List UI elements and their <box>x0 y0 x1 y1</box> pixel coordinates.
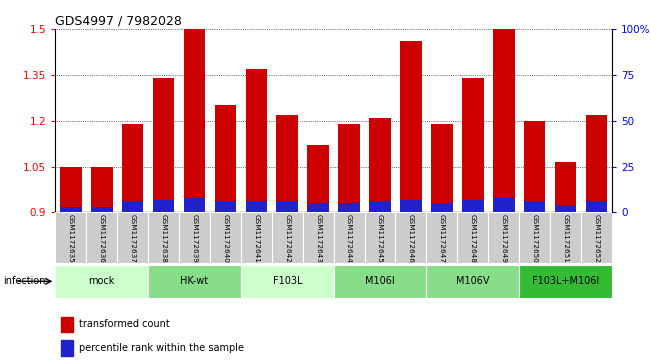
Bar <box>524 201 546 212</box>
Text: GSM1172641: GSM1172641 <box>253 215 259 263</box>
Text: GSM1172635: GSM1172635 <box>68 215 74 263</box>
Bar <box>245 69 267 212</box>
Bar <box>148 212 179 263</box>
Text: percentile rank within the sample: percentile rank within the sample <box>79 343 243 353</box>
Bar <box>148 265 241 298</box>
Bar <box>215 201 236 212</box>
Bar <box>307 145 329 212</box>
Bar <box>519 212 550 263</box>
Text: transformed count: transformed count <box>79 319 169 330</box>
Bar <box>524 121 546 212</box>
Bar <box>55 265 148 298</box>
Bar <box>122 124 143 212</box>
Bar <box>339 124 360 212</box>
Text: GSM1172640: GSM1172640 <box>223 215 229 263</box>
Bar <box>122 201 143 212</box>
Bar <box>153 200 174 212</box>
Bar <box>55 212 86 263</box>
Bar <box>555 205 576 212</box>
Bar <box>215 105 236 212</box>
Bar <box>86 212 117 263</box>
Bar <box>519 265 612 298</box>
Bar <box>241 212 271 263</box>
Bar <box>245 201 267 212</box>
Bar <box>555 162 576 212</box>
Bar <box>550 212 581 263</box>
Text: F103L+M106I: F103L+M106I <box>532 276 599 286</box>
Text: GDS4997 / 7982028: GDS4997 / 7982028 <box>55 15 182 28</box>
Bar <box>333 212 365 263</box>
Bar <box>153 78 174 212</box>
Bar <box>369 201 391 212</box>
Text: GSM1172643: GSM1172643 <box>315 215 321 263</box>
Bar <box>307 203 329 212</box>
Bar <box>365 212 395 263</box>
Bar <box>91 207 113 212</box>
Bar <box>586 201 607 212</box>
Text: M106I: M106I <box>365 276 395 286</box>
Bar <box>117 212 148 263</box>
Text: HK-wt: HK-wt <box>180 276 208 286</box>
Bar <box>426 212 457 263</box>
Bar <box>61 340 73 356</box>
Text: infection: infection <box>3 276 46 286</box>
Bar <box>184 198 205 212</box>
Bar <box>462 78 484 212</box>
Bar <box>586 115 607 212</box>
Text: GSM1172648: GSM1172648 <box>470 215 476 263</box>
Bar <box>333 265 426 298</box>
Bar <box>210 212 241 263</box>
Bar <box>271 212 303 263</box>
Text: GSM1172637: GSM1172637 <box>130 215 135 263</box>
Bar <box>431 203 452 212</box>
Bar <box>369 118 391 212</box>
Bar <box>184 29 205 212</box>
Text: GSM1172647: GSM1172647 <box>439 215 445 263</box>
Text: M106V: M106V <box>456 276 490 286</box>
Text: GSM1172649: GSM1172649 <box>501 215 506 263</box>
Bar <box>61 317 73 332</box>
Bar <box>60 207 81 212</box>
Text: GSM1172650: GSM1172650 <box>532 215 538 263</box>
Bar <box>431 124 452 212</box>
Bar <box>488 212 519 263</box>
Bar <box>303 212 333 263</box>
Bar <box>462 200 484 212</box>
Text: GSM1172646: GSM1172646 <box>408 215 414 263</box>
Text: GSM1172639: GSM1172639 <box>191 215 197 263</box>
Bar <box>493 198 514 212</box>
Text: GSM1172644: GSM1172644 <box>346 215 352 263</box>
Text: GSM1172651: GSM1172651 <box>562 215 568 263</box>
Bar <box>426 265 519 298</box>
Text: GSM1172652: GSM1172652 <box>594 215 600 263</box>
Bar <box>581 212 612 263</box>
Bar <box>60 167 81 212</box>
Bar <box>241 265 333 298</box>
Text: GSM1172645: GSM1172645 <box>377 215 383 263</box>
Bar <box>277 115 298 212</box>
Text: GSM1172638: GSM1172638 <box>161 215 167 263</box>
Text: GSM1172642: GSM1172642 <box>284 215 290 263</box>
Bar <box>179 212 210 263</box>
Text: F103L: F103L <box>273 276 302 286</box>
Bar <box>395 212 426 263</box>
Bar <box>91 167 113 212</box>
Bar <box>457 212 488 263</box>
Bar <box>339 203 360 212</box>
Bar <box>277 201 298 212</box>
Text: mock: mock <box>89 276 115 286</box>
Bar <box>400 200 422 212</box>
Bar <box>400 41 422 212</box>
Text: GSM1172636: GSM1172636 <box>99 215 105 263</box>
Bar <box>493 29 514 212</box>
